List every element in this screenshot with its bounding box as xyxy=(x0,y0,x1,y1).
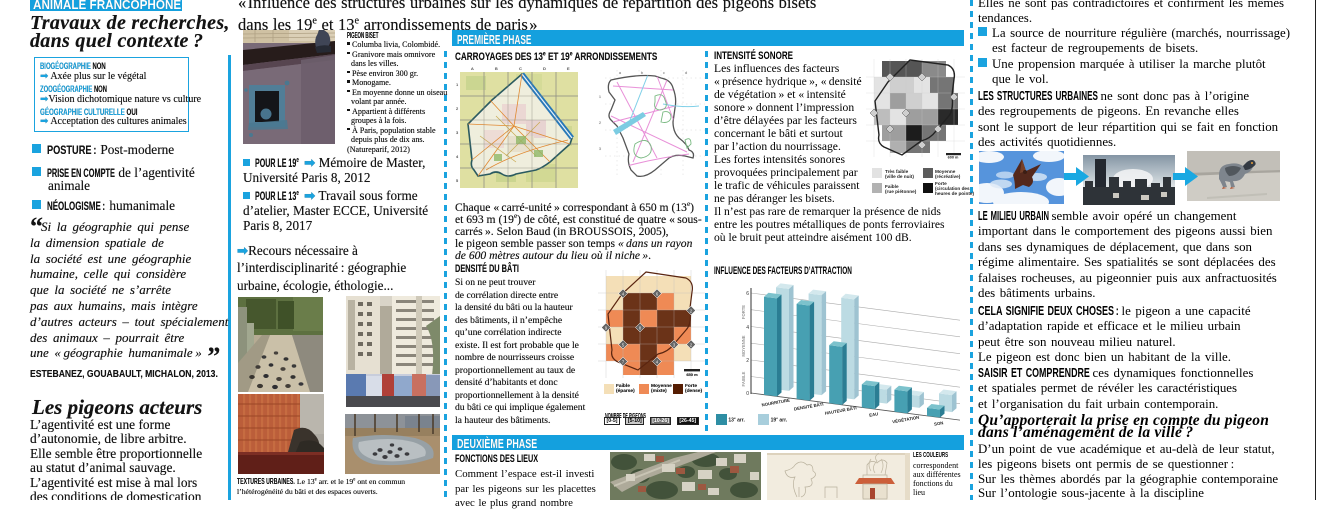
svg-text:d: d xyxy=(685,71,687,75)
svg-text:a: a xyxy=(619,71,621,75)
svg-text:B: B xyxy=(495,66,498,71)
svg-text:1: 1 xyxy=(456,82,459,87)
svg-text:5: 5 xyxy=(456,178,459,183)
svg-text:b: b xyxy=(641,71,643,75)
svg-text:2: 2 xyxy=(456,106,459,111)
svg-text:8: 8 xyxy=(639,326,642,331)
svg-text:FORTE: FORTE xyxy=(741,305,746,319)
svg-text:MOYENNE: MOYENNE xyxy=(741,335,746,356)
svg-text:4: 4 xyxy=(746,325,749,331)
svg-text:4: 4 xyxy=(656,360,659,365)
svg-text:E: E xyxy=(567,66,570,71)
svg-text:4: 4 xyxy=(456,154,459,159)
svg-text:650 m: 650 m xyxy=(686,372,698,377)
svg-text:NOURRITURE: NOURRITURE xyxy=(761,398,790,408)
svg-text:DENSITÉ BÂTI: DENSITÉ BÂTI xyxy=(794,401,824,411)
svg-text:2: 2 xyxy=(599,121,601,125)
svg-text:7: 7 xyxy=(622,360,625,365)
svg-text:HAUTEUR BÂTI: HAUTEUR BÂTI xyxy=(824,405,857,416)
svg-text:EAU: EAU xyxy=(869,411,879,418)
svg-text:3: 3 xyxy=(673,343,676,348)
svg-text:c: c xyxy=(663,71,665,75)
svg-text:5: 5 xyxy=(622,343,625,348)
svg-text:2: 2 xyxy=(690,343,693,348)
svg-text:6: 6 xyxy=(656,292,659,297)
svg-text:3: 3 xyxy=(456,130,459,135)
svg-text:600 m: 600 m xyxy=(948,156,959,160)
svg-text:SON: SON xyxy=(934,420,944,427)
svg-text:9: 9 xyxy=(605,326,608,331)
svg-text:A: A xyxy=(471,66,474,71)
svg-text:3: 3 xyxy=(599,147,601,151)
svg-text:FAIBLE: FAIBLE xyxy=(741,371,746,386)
svg-text:0: 0 xyxy=(746,391,749,397)
svg-text:1: 1 xyxy=(599,95,601,99)
svg-text:D: D xyxy=(543,66,546,71)
svg-text:2: 2 xyxy=(746,358,749,364)
svg-text:6: 6 xyxy=(746,291,749,297)
svg-text:VÉGÉTATION: VÉGÉTATION xyxy=(892,415,920,425)
svg-text:4: 4 xyxy=(622,292,625,297)
svg-text:2: 2 xyxy=(690,309,693,314)
svg-text:C: C xyxy=(519,66,522,71)
